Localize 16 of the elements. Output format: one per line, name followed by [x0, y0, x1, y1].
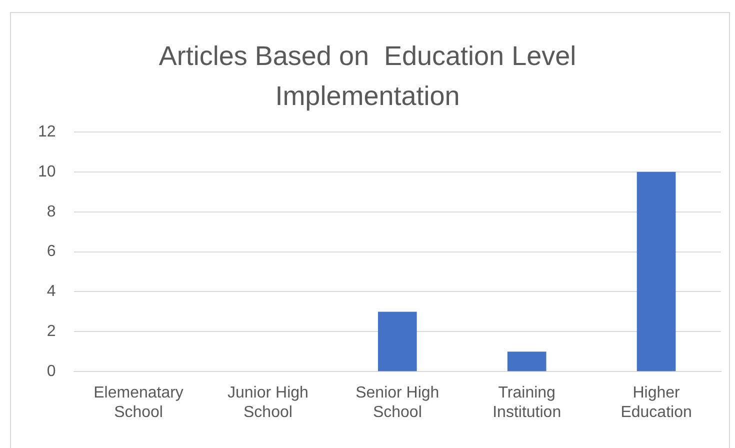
y-tick-label: 8 [46, 203, 56, 220]
y-tick-label: 4 [46, 283, 56, 300]
chart-title: Articles Based on Education Level Implementation [158, 40, 578, 113]
y-tick-label: 12 [38, 123, 56, 140]
bar [378, 312, 417, 372]
x-tick-label: Elemenatary School [94, 384, 184, 421]
x-tick-label: Training Institution [492, 384, 562, 421]
y-tick-label: 2 [46, 323, 56, 340]
bar [636, 172, 676, 372]
y-tick-label: 6 [46, 243, 56, 260]
y-tick-label: 0 [46, 363, 56, 380]
x-tick-label: Junior High School [227, 384, 308, 421]
bar [507, 352, 546, 372]
x-tick-label: Senior High School [356, 384, 440, 421]
x-tick-label: Higher Education [620, 384, 692, 421]
y-tick-label: 10 [38, 163, 56, 180]
